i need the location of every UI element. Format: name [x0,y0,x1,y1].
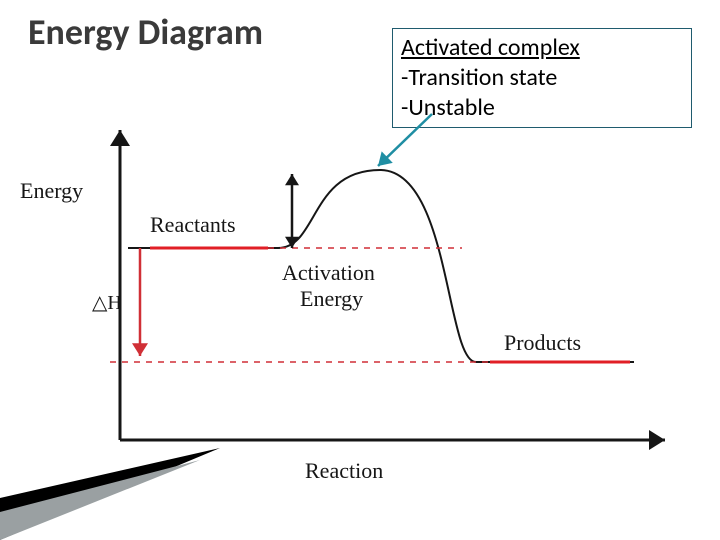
energy-diagram-svg [0,0,720,540]
